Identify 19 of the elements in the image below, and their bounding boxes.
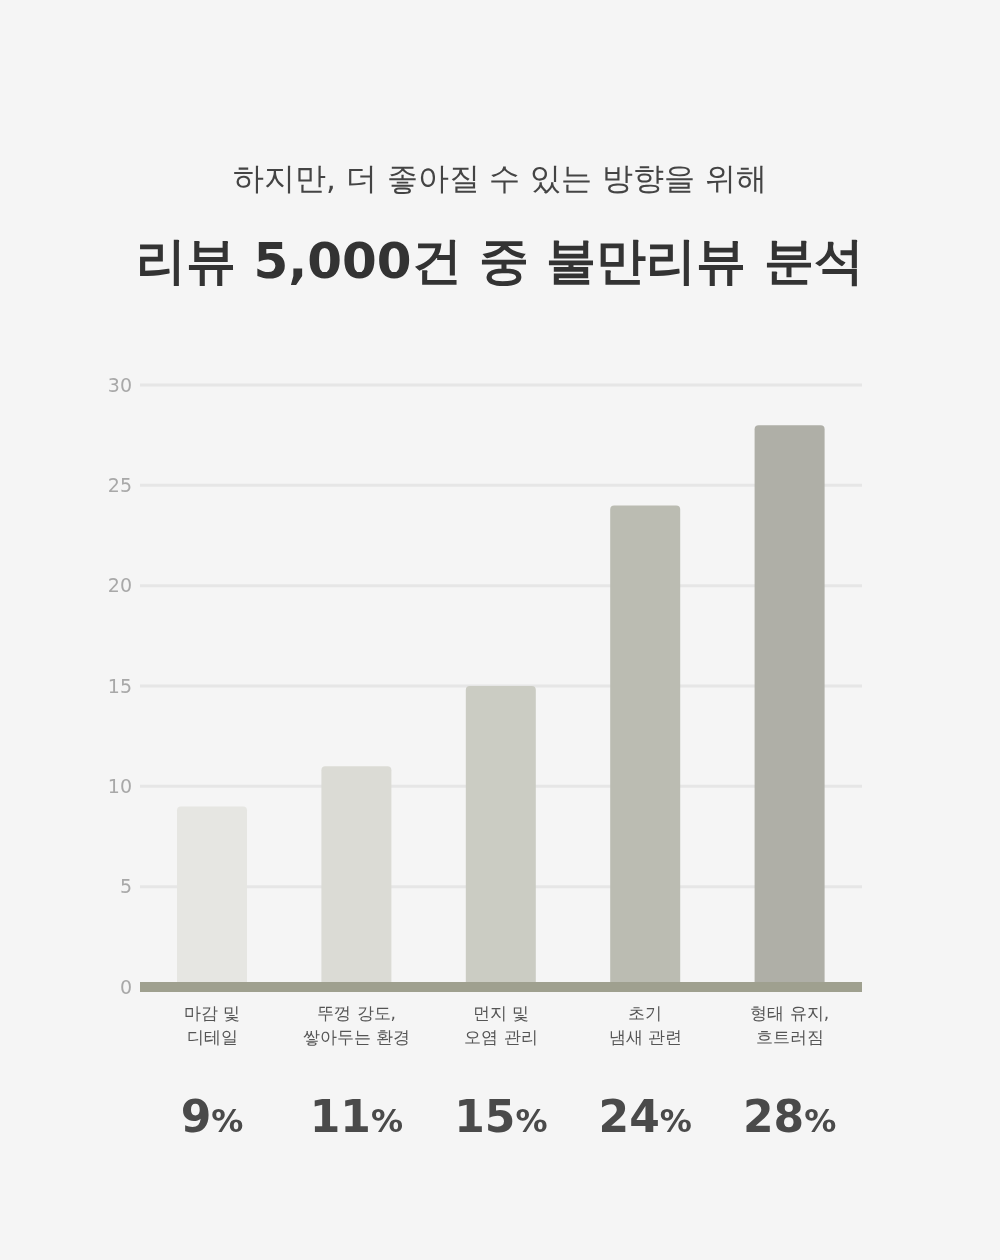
y-tick-label: 25 [107, 474, 132, 497]
chart-subtitle: 하지만, 더 좋아질 수 있는 방향을 위해 [232, 159, 768, 198]
y-tick-label: 30 [107, 373, 132, 396]
y-tick-label: 5 [119, 875, 132, 898]
data-label: 11% [309, 1091, 404, 1142]
y-tick-label: 10 [107, 775, 132, 798]
x-tick-label: 뚜껑 강도, 쌓아두는 환경 [302, 1003, 411, 1047]
x-tick-label: 형태 유지, 흐트러짐 [750, 1003, 830, 1047]
chart-title: 리뷰 5,000건 중 불만리뷰 분석 [135, 231, 865, 292]
data-label: 9% [180, 1091, 244, 1142]
data-label: 24% [598, 1091, 692, 1142]
x-tick-label: 먼지 및 오염 관리 [464, 1003, 538, 1047]
x-tick-label: 초기 냄새 관련 [608, 1003, 683, 1047]
data-label: 28% [742, 1091, 837, 1142]
y-tick-label: 15 [107, 674, 132, 697]
data-label: 15% [454, 1091, 548, 1142]
x-tick-label: 마감 및 디테일 [184, 1003, 241, 1047]
y-tick-label: 20 [107, 574, 132, 597]
y-tick-label: 0 [119, 975, 132, 998]
